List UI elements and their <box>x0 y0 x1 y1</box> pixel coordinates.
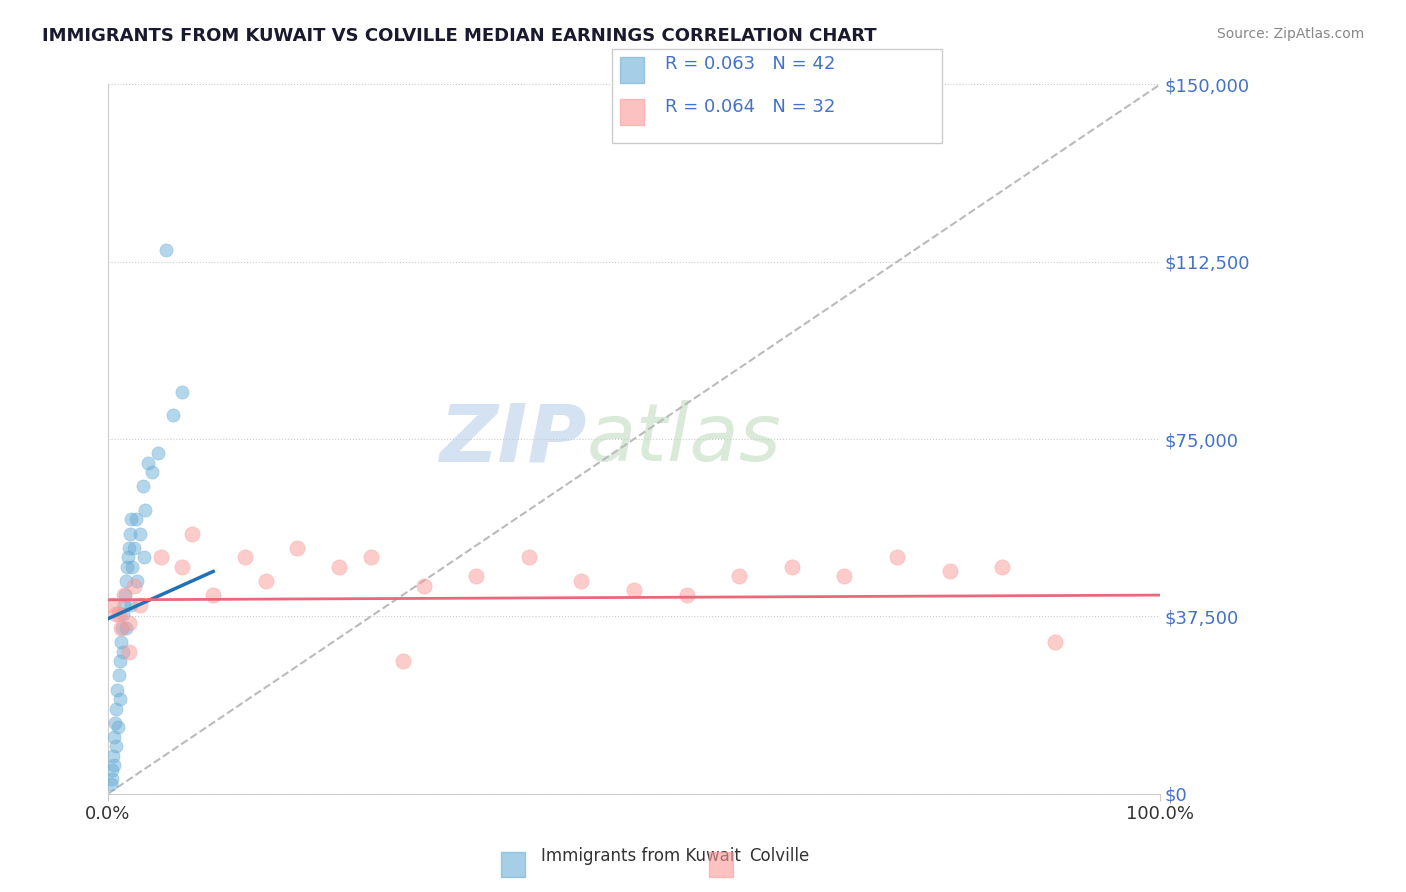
Text: Immigrants from Kuwait: Immigrants from Kuwait <box>541 847 741 865</box>
Point <box>110 635 132 649</box>
Point <box>1043 635 1066 649</box>
Point <box>155 243 177 257</box>
Point <box>181 526 204 541</box>
Point <box>991 559 1014 574</box>
Point <box>103 730 125 744</box>
Point <box>101 763 124 777</box>
Point <box>124 541 146 555</box>
Point <box>780 559 803 574</box>
Point <box>108 654 131 668</box>
Point <box>134 503 156 517</box>
Point <box>128 598 150 612</box>
Point <box>108 692 131 706</box>
Point <box>104 715 127 730</box>
Point <box>170 559 193 574</box>
Point <box>202 588 225 602</box>
Point <box>517 550 540 565</box>
Point <box>125 512 148 526</box>
Point <box>328 559 350 574</box>
Point <box>118 645 141 659</box>
Point <box>834 569 856 583</box>
Point <box>110 621 132 635</box>
Point <box>571 574 593 588</box>
Point <box>136 456 159 470</box>
Point <box>125 574 148 588</box>
Point <box>120 512 142 526</box>
Point <box>100 772 122 787</box>
Point <box>105 607 128 621</box>
Point <box>675 588 697 602</box>
Point <box>111 621 134 635</box>
Point <box>141 465 163 479</box>
Point <box>149 550 172 565</box>
Text: atlas: atlas <box>586 400 782 478</box>
Point <box>103 758 125 772</box>
Text: IMMIGRANTS FROM KUWAIT VS COLVILLE MEDIAN EARNINGS CORRELATION CHART: IMMIGRANTS FROM KUWAIT VS COLVILLE MEDIA… <box>42 27 877 45</box>
Point <box>148 446 170 460</box>
Point <box>124 579 146 593</box>
Point <box>465 569 488 583</box>
Point <box>134 550 156 565</box>
Point <box>115 621 138 635</box>
Text: Source: ZipAtlas.com: Source: ZipAtlas.com <box>1216 27 1364 41</box>
Point <box>728 569 751 583</box>
Point <box>233 550 256 565</box>
Text: ZIP: ZIP <box>439 400 586 478</box>
Point <box>107 607 129 621</box>
Text: Colville: Colville <box>749 847 810 865</box>
Point <box>938 565 960 579</box>
Point <box>128 526 150 541</box>
Point <box>170 384 193 399</box>
Point <box>115 559 138 574</box>
Point <box>162 409 184 423</box>
Point <box>111 607 134 621</box>
Point <box>118 541 141 555</box>
Point <box>100 777 122 791</box>
Point <box>114 588 136 602</box>
Point <box>104 739 127 754</box>
Point <box>112 588 135 602</box>
Point <box>115 574 138 588</box>
Point <box>107 721 129 735</box>
Point <box>131 479 153 493</box>
Point <box>103 598 125 612</box>
Point <box>112 645 135 659</box>
Point <box>120 526 142 541</box>
Point <box>107 668 129 682</box>
Point <box>120 598 142 612</box>
Point <box>412 579 434 593</box>
Point <box>285 541 308 555</box>
Point <box>623 583 645 598</box>
Point <box>360 550 382 565</box>
Point <box>391 654 413 668</box>
Text: R = 0.064   N = 32: R = 0.064 N = 32 <box>665 97 835 115</box>
Point <box>105 701 128 715</box>
Text: R = 0.063   N = 42: R = 0.063 N = 42 <box>665 54 835 72</box>
Point <box>103 748 125 763</box>
Point <box>254 574 277 588</box>
Point <box>112 598 135 612</box>
Point <box>107 682 129 697</box>
Point <box>118 616 141 631</box>
Point <box>886 550 908 565</box>
Point <box>117 550 139 565</box>
Point <box>121 559 143 574</box>
